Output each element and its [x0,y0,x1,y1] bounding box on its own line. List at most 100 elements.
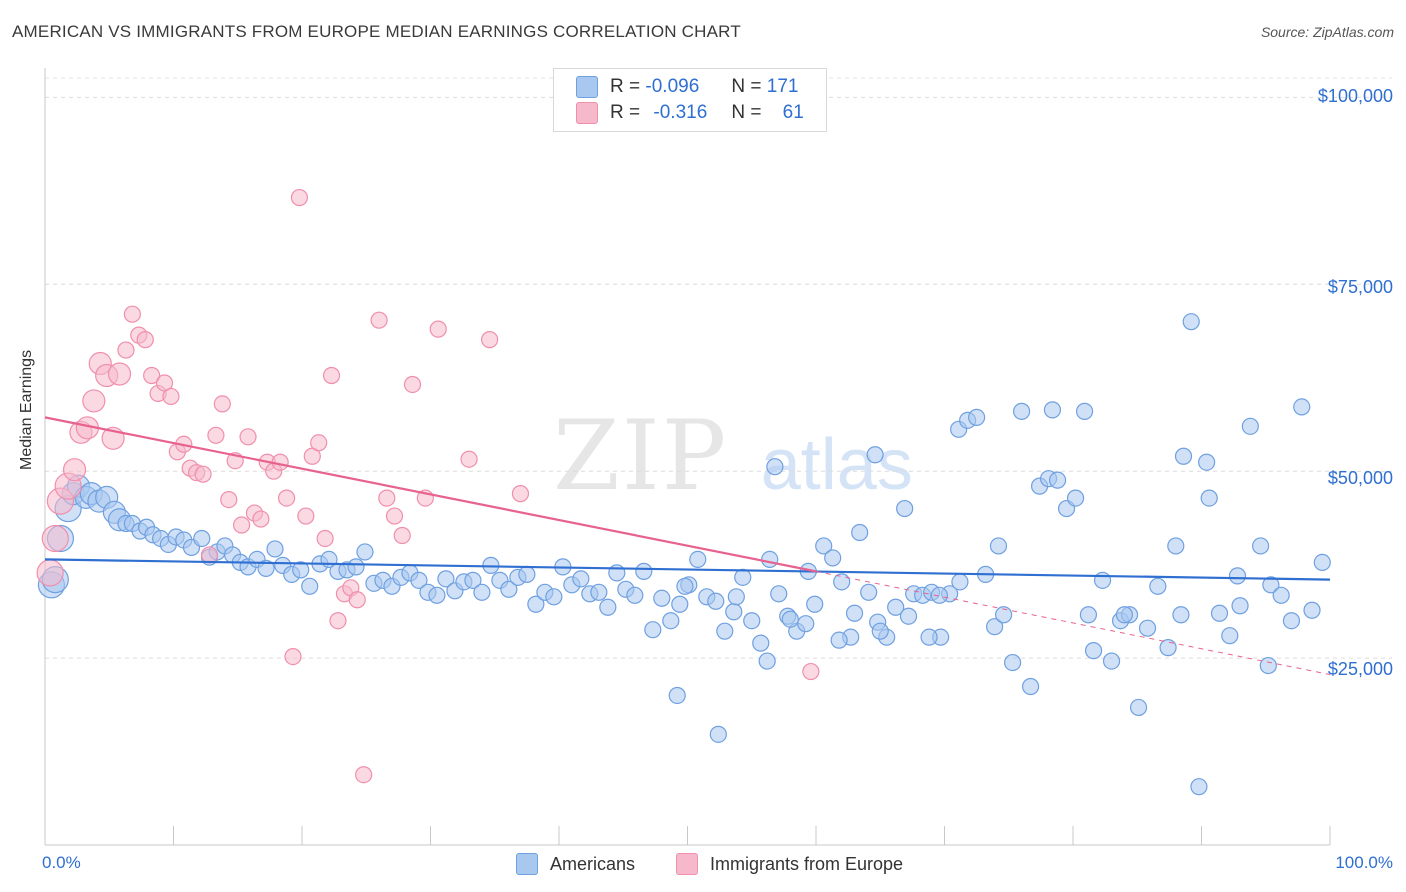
american-point [896,499,914,518]
american-point [1084,642,1103,660]
american-point [815,537,833,555]
immigrant-point [297,507,315,525]
american-point [824,549,842,567]
american-point [797,615,815,633]
american-point [830,631,848,649]
american-point [1272,586,1290,604]
legend-r-value: -0.316 [653,102,708,123]
american-point [887,598,905,616]
american-point [689,550,707,569]
american-point [1102,652,1121,670]
bottom-legend-swatch-immigrants [676,853,698,875]
immigrant-point [41,524,69,553]
chart-title: AMERICAN VS IMMIGRANTS FROM EUROPE MEDIA… [12,22,741,41]
immigrant-point [355,766,373,784]
american-point [572,570,590,588]
x-axis-min-label: 0.0% [42,853,81,872]
american-point [266,540,284,558]
immigrant-point [62,458,87,482]
immigrant-point [162,387,180,406]
american-point [725,603,743,621]
american-point [1210,604,1229,622]
immigrant-point [316,529,334,548]
american-point [968,408,986,426]
bottom-legend-swatch-americans [516,853,538,875]
american-point [500,580,518,598]
american-point [1043,401,1062,419]
american-point [930,586,948,604]
american-point [743,612,761,630]
american-point [833,573,851,591]
american-point [1012,402,1031,420]
american-point [1228,567,1247,585]
american-point [1252,537,1270,555]
immigrant-point [277,489,296,507]
bottom-legend-immigrants: Immigrants from Europe [676,852,903,876]
legend-n-value: 61 [782,102,804,123]
immigrant-point [370,311,388,329]
american-point [626,586,644,604]
y-tick-label-75000: $75,000 [1327,277,1393,297]
immigrant-point [82,389,106,413]
american-point [662,612,680,630]
immigrant-point [481,331,499,349]
american-point [590,583,608,601]
american-point [1182,313,1200,331]
american-point [545,588,563,606]
immigrant-point [403,375,422,394]
american-point [899,607,918,625]
immigrant-point [239,428,257,446]
american-point [951,573,969,591]
american-point [995,606,1013,624]
american-point [766,458,784,476]
immigrant-point [194,465,212,483]
american-point [1004,653,1022,672]
american-point [716,622,734,640]
legend-r-label: R = [610,76,641,97]
american-point [707,592,725,610]
immigrants-trend-line-extension [815,570,1331,676]
immigrant-point [393,526,411,545]
americans-trend-line [44,558,1331,581]
american-point [781,610,799,628]
american-point [410,571,428,589]
american-point [1129,698,1148,717]
american-point [599,598,617,616]
immigrant-point [213,395,231,413]
immigrants-trend-line [44,416,817,573]
american-point [1138,619,1157,637]
american-point [301,577,319,595]
american-point [1241,417,1259,435]
american-point [644,621,662,639]
american-point [347,558,365,576]
american-point [1190,778,1208,796]
american-point [518,565,536,583]
american-point [635,562,653,580]
american-point [1021,677,1040,696]
american-point [709,725,727,743]
legend-n-label: N = [731,76,762,97]
immigrant-point [252,510,270,528]
bottom-legend-label-americans: Americans [550,853,636,874]
american-point [920,628,938,646]
american-point [1079,606,1098,624]
stats-legend: R = -0.096 N = 171 R = -0.316 N = 61 [553,68,827,132]
american-point [1075,402,1094,420]
immigrant-point [123,305,141,323]
american-point [1198,453,1216,471]
american-point [1313,553,1331,572]
legend-n-label: N = [731,102,762,123]
immigrant-point [310,434,328,452]
american-point [653,589,671,607]
american-point [1115,606,1134,624]
american-point [1093,571,1112,589]
american-point [356,543,374,561]
american-point [860,583,878,601]
watermark-atlas: atlas [760,425,913,505]
american-point [986,618,1004,636]
immigrant-point [348,591,366,609]
legend-swatch-immigrants [576,102,598,124]
immigrant-point [207,426,225,444]
american-point [761,550,779,569]
bottom-legend-label-immigrants: Immigrants from Europe [710,853,904,874]
